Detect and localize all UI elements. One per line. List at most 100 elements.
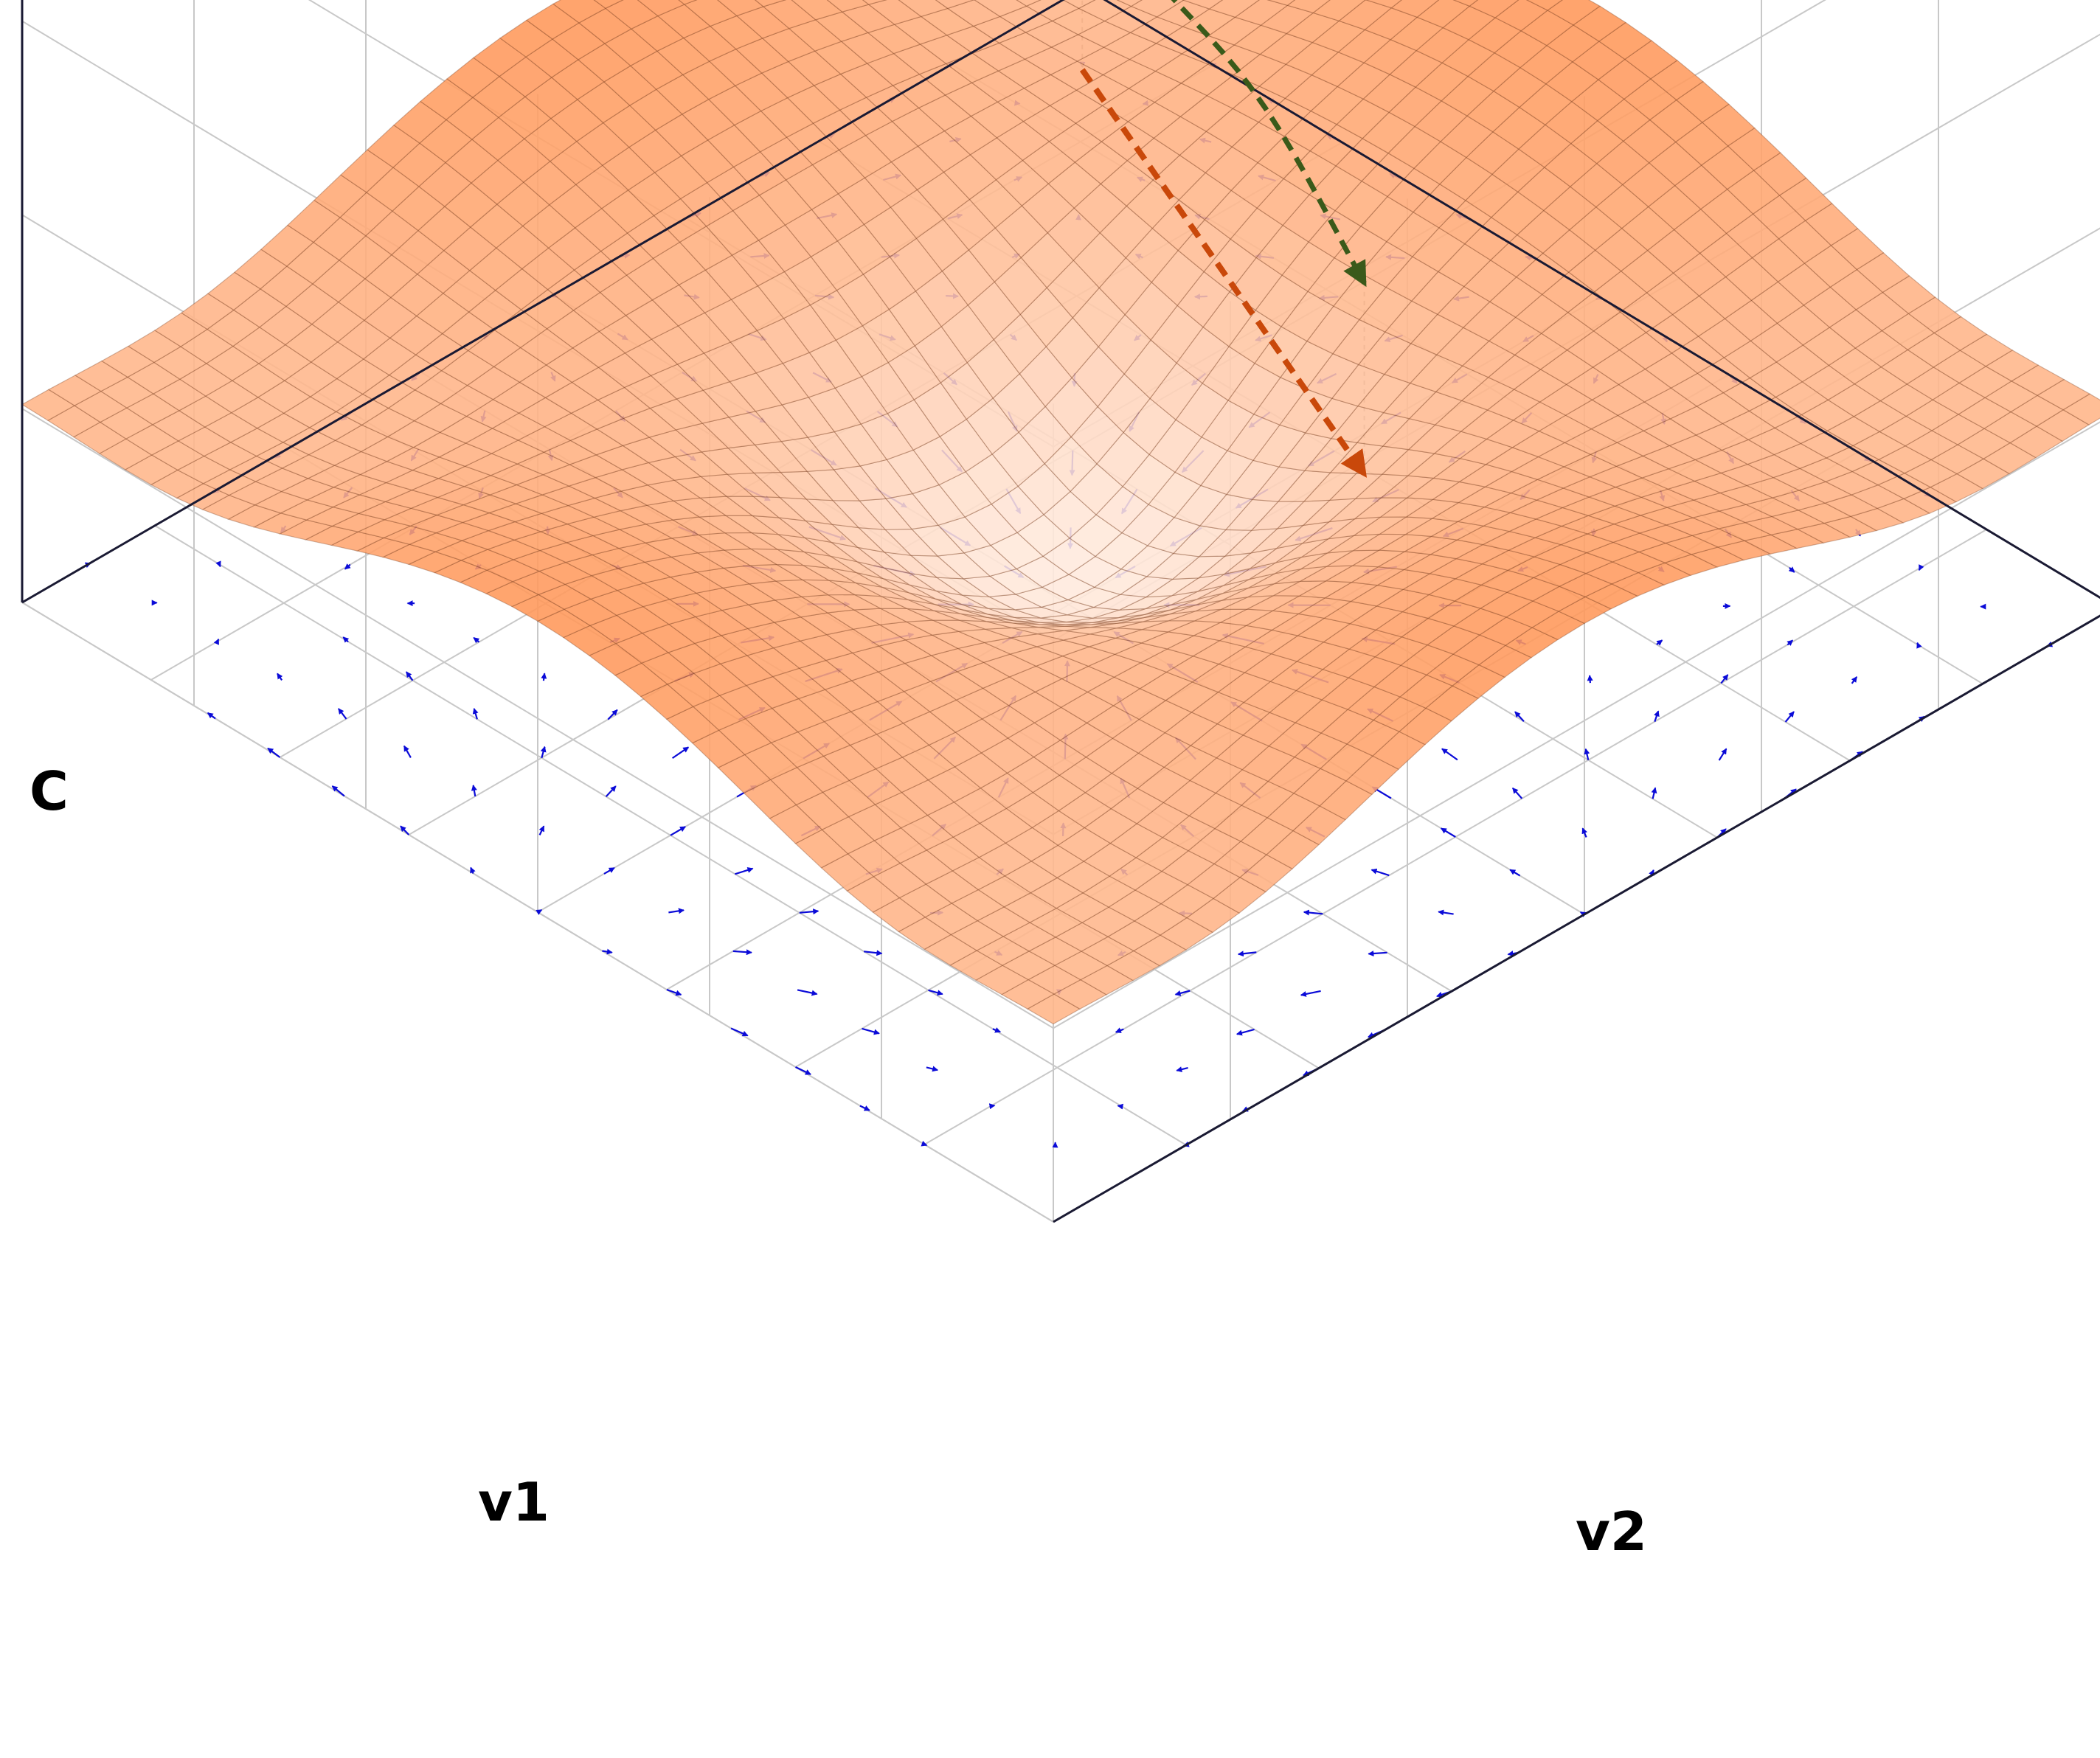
surface-cell — [1776, 305, 1831, 346]
surface-cell — [1674, 164, 1728, 210]
gradient-arrow — [1787, 639, 1794, 646]
surface-cell — [1165, 681, 1219, 713]
surface-cell — [1031, 810, 1086, 846]
surface-cell — [1107, 889, 1162, 922]
surface-cell — [1667, 459, 1722, 482]
gradient-arrow — [342, 636, 350, 643]
surface-cell — [1723, 340, 1778, 379]
surface-cell — [693, 635, 749, 664]
gradient-arrow — [797, 989, 818, 996]
surface-cell — [1559, 552, 1614, 574]
gradient-arrow — [1174, 990, 1191, 996]
surface-cell — [1090, 621, 1143, 629]
descent-path-arrow — [1171, 0, 1367, 288]
gradient-arrow — [1441, 748, 1458, 761]
gradient-arrow — [472, 707, 479, 720]
surface-cell — [278, 519, 334, 541]
gradient-arrow — [607, 709, 618, 720]
gradient-arrow — [863, 950, 883, 956]
surface-cell — [1880, 349, 1935, 385]
surface-cell — [1489, 234, 1544, 278]
surface-cell — [1694, 449, 1749, 474]
gradient-arrow — [473, 636, 480, 644]
surface-cell — [337, 278, 392, 322]
surface-cell — [1744, 497, 1800, 518]
surface-cell — [651, 325, 705, 365]
surface-cell — [589, 614, 644, 645]
surface-cell — [444, 139, 499, 184]
floor-front-edge — [21, 0, 2100, 1223]
surface-cell — [593, 0, 624, 9]
surface-cell — [1178, 172, 1233, 220]
surface-cell — [1957, 397, 2012, 429]
surface-cell — [74, 360, 129, 392]
surface-cell — [754, 0, 787, 7]
surface-cell — [974, 0, 1028, 18]
gradient-arrow — [1303, 909, 1323, 916]
gradient-arrow — [540, 746, 547, 759]
surface-cell — [603, 28, 658, 66]
axes-frame — [21, 0, 2100, 1223]
surface-cell — [1670, 372, 1725, 407]
surface-cell — [287, 199, 341, 243]
surface-cell — [599, 274, 654, 316]
gradient-arrow — [1851, 676, 1858, 684]
surface-cell — [1640, 468, 1696, 490]
surface-cell — [979, 807, 1033, 844]
surface-cell — [678, 0, 698, 5]
surface-cell — [752, 471, 808, 500]
wall-grid-line — [1053, 421, 2100, 1029]
surface-cell — [1691, 528, 1746, 548]
surface-cell — [313, 174, 367, 218]
gradient-arrow — [1656, 639, 1663, 646]
surface-cell — [472, 37, 527, 77]
surface-cell — [541, 464, 597, 487]
surface-cell — [1590, 414, 1645, 443]
surface-cell — [1245, 595, 1301, 611]
surface-cell — [1469, 0, 1519, 18]
surface-cell — [1617, 401, 1671, 431]
gradient-arrow — [470, 866, 476, 874]
gradient-arrow — [862, 1027, 880, 1035]
surface-cell — [806, 469, 861, 501]
surface-cell — [769, 804, 823, 844]
gradient-arrow — [799, 908, 819, 915]
gradient-arrow — [1654, 710, 1660, 722]
gradient-arrow — [666, 988, 682, 996]
surface-cell — [643, 556, 699, 578]
surface-cell — [1771, 490, 1826, 511]
surface-cell — [1016, 0, 1042, 7]
surface-cell — [671, 516, 727, 535]
gradient-arrow — [1581, 827, 1587, 838]
surface-cell — [382, 525, 438, 545]
gradient-arrow — [471, 785, 477, 797]
surface-cell — [1854, 366, 1908, 402]
gradient-arrow — [1509, 869, 1521, 877]
surface-cell — [461, 512, 517, 532]
gradient-arrow — [1918, 564, 1924, 571]
gradient-arrow — [1511, 787, 1523, 799]
surface-cell — [1058, 792, 1112, 829]
surface-cell — [367, 124, 420, 168]
surface-cell — [1011, 633, 1064, 647]
surface-cell — [1505, 577, 1561, 602]
surface-cell — [1643, 387, 1698, 420]
surface-cell — [980, 772, 1034, 810]
surface-cell — [1483, 492, 1539, 513]
gradient-arrow — [1237, 951, 1257, 957]
wall-grid-line — [21, 408, 1054, 1029]
gradient-arrow — [400, 825, 410, 835]
surface-cell — [126, 361, 181, 395]
surface-cell — [1221, 583, 1275, 601]
surface-cell — [284, 323, 339, 363]
surface-cell — [521, 204, 576, 249]
surface-cell — [180, 293, 235, 330]
surface-cell — [515, 474, 570, 496]
surface-cell — [540, 504, 595, 525]
surface-cell — [100, 345, 156, 378]
gradient-arrow — [603, 866, 615, 875]
surface-cell — [1325, 549, 1381, 567]
gradient-arrow — [1584, 748, 1590, 761]
surface-cell — [1824, 470, 1879, 496]
